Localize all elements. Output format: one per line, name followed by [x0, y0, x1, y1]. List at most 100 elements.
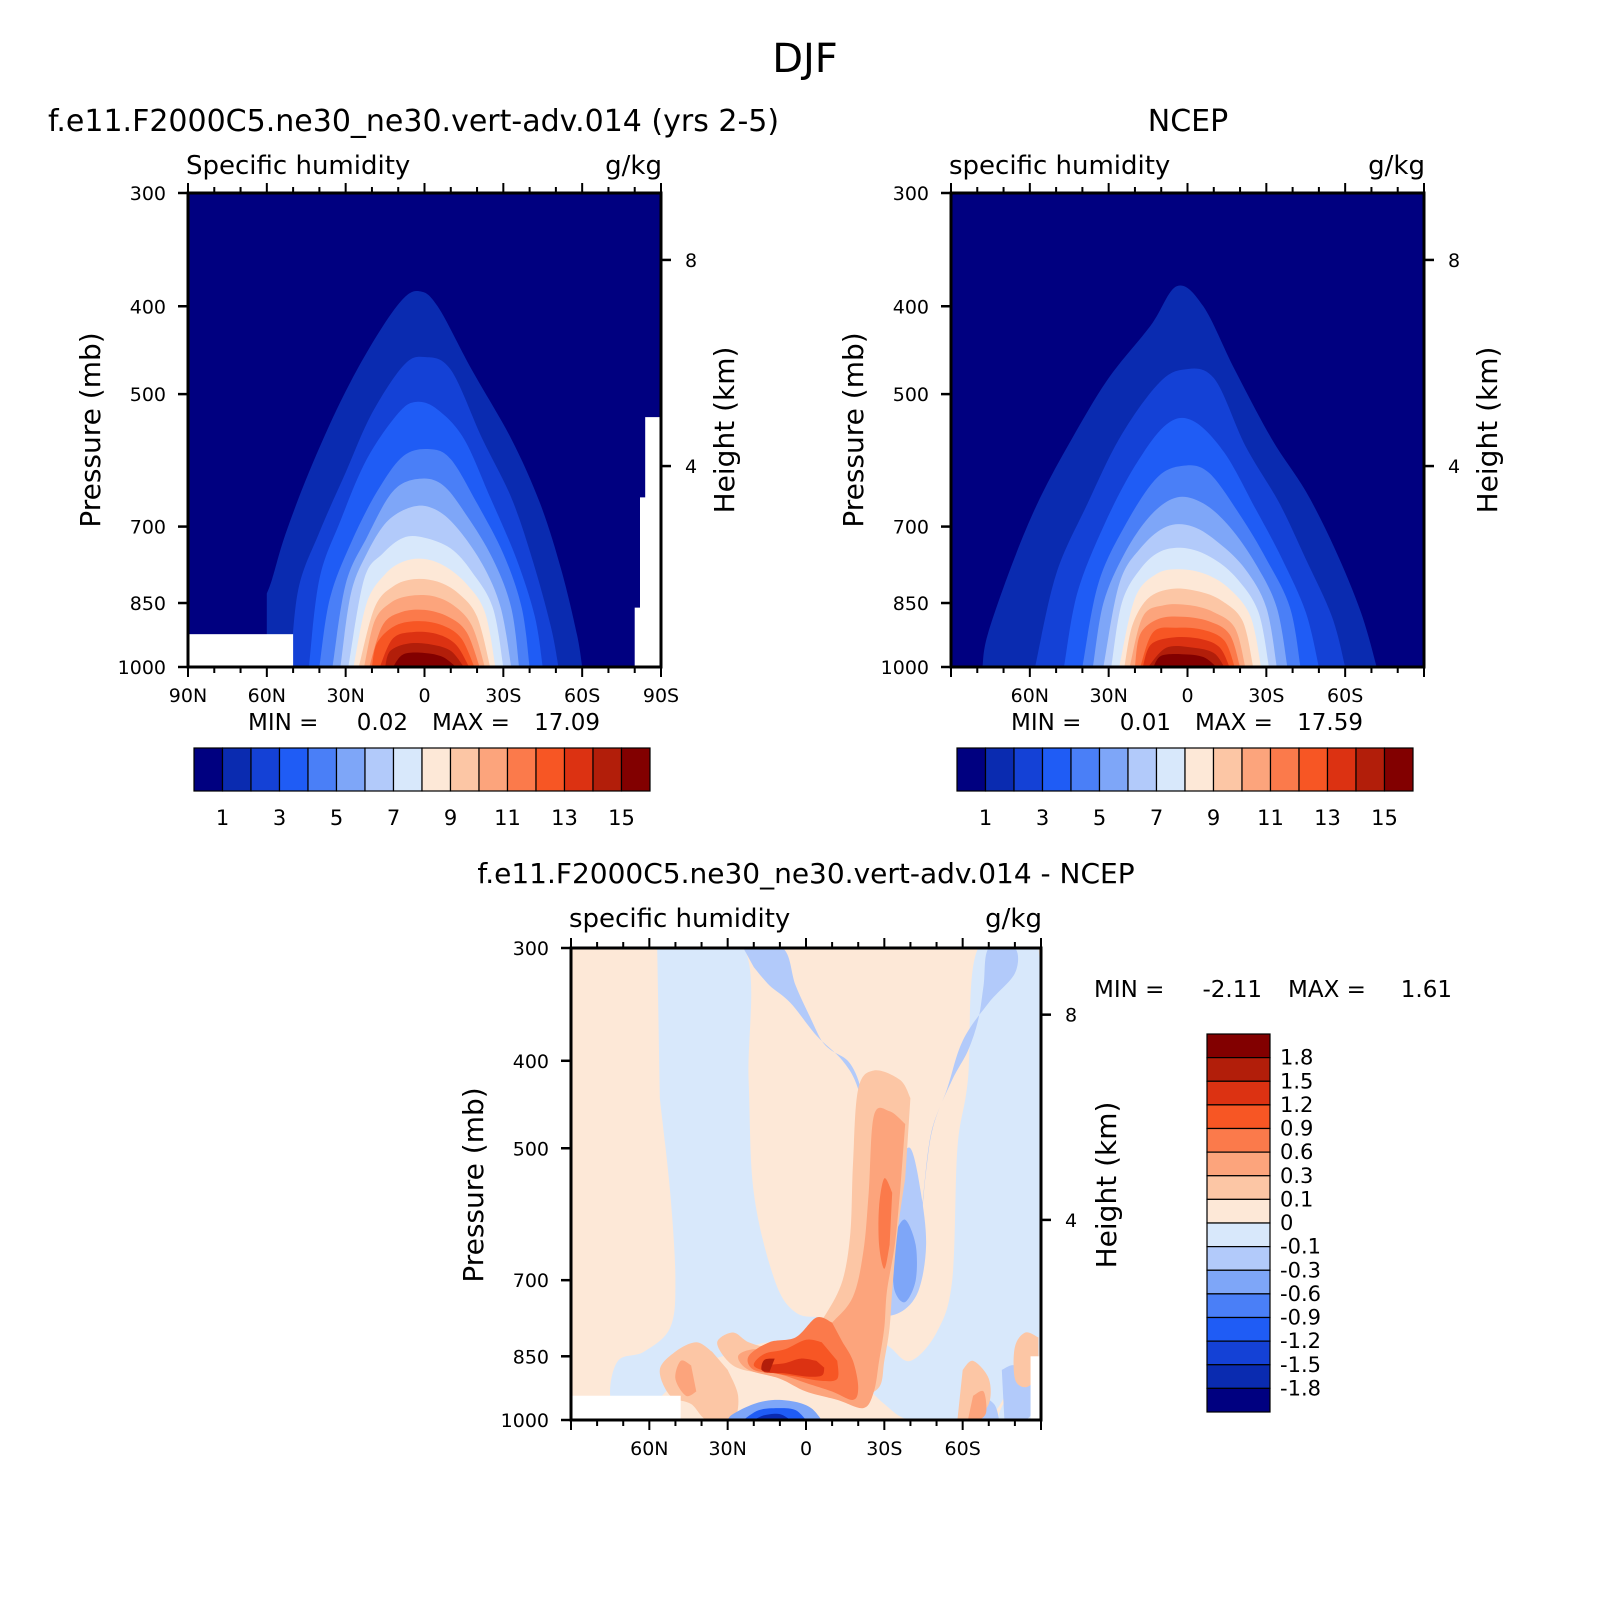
panel-obs-units-label: g/kg [1368, 151, 1425, 181]
obs-colorbar-box-10 [1241, 747, 1272, 792]
diff-ytick-label-850: 850 [513, 1346, 549, 1368]
diff-colorbar-label: -0.3 [1280, 1258, 1321, 1282]
diff-colorbar-box-2 [1206, 1080, 1271, 1106]
diff-missing-data-edge [1030, 1356, 1041, 1420]
panel-model-header: f.e11.F2000C5.ne30_ne30.vert-adv.014 (yr… [48, 104, 779, 139]
diff-colorbar-box-14 [1206, 1364, 1271, 1389]
panel-model-min-label: MIN = [248, 710, 318, 736]
diff-region-0 [610, 948, 1041, 1420]
model-colorbar-box-9 [449, 747, 480, 792]
diff-missing-data-region [571, 1395, 681, 1420]
model-colorbar-box-12 [535, 747, 566, 792]
diff-colorbar-box-3 [1206, 1104, 1271, 1130]
diff-colorbar-label: 1.8 [1280, 1046, 1313, 1070]
model-contour-level-15 [393, 652, 456, 667]
panel-diff-max-label: MAX = [1288, 977, 1366, 1003]
diff-colorbar-label: -1.8 [1280, 1376, 1321, 1400]
panel-obs-min-value: 0.01 [1120, 710, 1171, 736]
model-colorbar-box-15 [620, 747, 651, 792]
panel-diff-ylabel-right: Height (km) [1090, 1102, 1123, 1269]
diff-colorbar-box-5 [1206, 1151, 1271, 1177]
obs-colorbar-box-13 [1326, 747, 1357, 792]
model-colorbar-label-15: 15 [608, 806, 635, 830]
diff-ytick-label-500: 500 [513, 1138, 549, 1160]
panel-obs-colorbar: 1 3 5 7 9 11 13 15 [956, 747, 1414, 830]
obs-ytick-label-300: 300 [893, 183, 929, 205]
obs-colorbar-label-13: 13 [1314, 806, 1341, 830]
model-colorbar-box-2 [250, 747, 281, 792]
model-ytick-label-400: 400 [130, 296, 166, 318]
model-ytick-label-850: 850 [130, 593, 166, 615]
diff-region-11 [737, 1107, 906, 1409]
model-colorbar-box-6 [364, 747, 395, 792]
model-xtick-label-90N: 90N [169, 685, 207, 707]
panel-obs-max-value: 17.59 [1297, 710, 1363, 736]
model-colorbar-box-4 [307, 747, 338, 792]
model-xtick-label-0: 0 [418, 685, 430, 707]
model-height-tick-label-8: 8 [685, 250, 697, 272]
panel-model-units-label: g/kg [605, 151, 662, 181]
panel-diff-header: f.e11.F2000C5.ne30_ne30.vert-adv.014 - N… [477, 857, 1134, 890]
panel-diff-axes: 300 400 500 700 850 1000 4 8 60N 30N 0 30S 60S [501, 938, 1077, 1460]
diff-colorbar-box-4 [1206, 1127, 1271, 1153]
diff-colorbar-label: -0.1 [1280, 1235, 1321, 1259]
obs-colorbar-box-0 [956, 747, 987, 792]
panel-obs-max-label: MAX = [1195, 710, 1273, 736]
obs-colorbar-box-3 [1041, 747, 1072, 792]
diff-xtick-label-0: 0 [800, 1438, 812, 1460]
obs-height-tick-label-4: 4 [1448, 456, 1460, 478]
panel-obs: NCEP specific humidity g/kg 300400500700… [837, 104, 1504, 830]
obs-colorbar-label-7: 7 [1150, 806, 1163, 830]
model-colorbar-box-10 [478, 747, 509, 792]
panel-obs-ylabel-left: Pressure (mb) [837, 332, 870, 527]
model-xtick-label-90S: 90S [643, 685, 679, 707]
diff-xtick-label-60S: 60S [945, 1438, 981, 1460]
diff-xtick-label-30N: 30N [708, 1438, 746, 1460]
diff-colorbar-label: 0.6 [1280, 1140, 1313, 1164]
diff-region-17 [763, 1358, 825, 1377]
model-colorbar-box-3 [278, 747, 309, 792]
panel-model-axes: 300 400 500 700 850 1000 4 8 90N 60N 30N 0 30S 60S 90S [118, 183, 697, 707]
obs-colorbar-label-1: 1 [979, 806, 992, 830]
obs-colorbar-label-9: 9 [1207, 806, 1220, 830]
diff-colorbar-box-1 [1206, 1057, 1271, 1082]
obs-xtick-label-0: 0 [1181, 685, 1193, 707]
panel-obs-header: NCEP [1148, 104, 1228, 139]
diff-height-tick-label-8: 8 [1065, 1005, 1077, 1027]
diff-region-12 [675, 1360, 697, 1397]
model-colorbar-label-11: 11 [494, 806, 521, 830]
panel-model-max-label: MAX = [432, 710, 510, 736]
obs-colorbar-box-5 [1098, 747, 1129, 792]
model-colorbar-box-5 [335, 747, 366, 792]
panel-model-field-label: Specific humidity [186, 151, 410, 181]
obs-ytick-label-850: 850 [893, 593, 929, 615]
diff-colorbar-label: 0.9 [1280, 1117, 1313, 1141]
panel-obs-plot [951, 193, 1424, 667]
obs-ytick-label-1000: 1000 [881, 657, 929, 679]
obs-colorbar-box-8 [1184, 747, 1215, 792]
model-colorbar-label-3: 3 [273, 806, 286, 830]
diff-region-2 [743, 948, 1019, 1295]
diff-region-5 [892, 1219, 917, 1303]
diff-colorbar-label: 0.1 [1280, 1187, 1313, 1211]
model-colorbar-label-13: 13 [551, 806, 578, 830]
panel-model-ylabel-left: Pressure (mb) [74, 332, 107, 527]
panel-model-colorbar: 1 3 5 7 9 11 13 15 [193, 747, 651, 830]
panel-obs-ylabel-right: Height (km) [1471, 347, 1504, 514]
panel-obs-contours [982, 285, 1377, 667]
obs-height-tick-label-8: 8 [1448, 250, 1460, 272]
diff-colorbar-label: 0 [1280, 1211, 1293, 1235]
diff-region-8 [659, 1342, 739, 1420]
obs-colorbar-box-14 [1355, 747, 1386, 792]
obs-xtick-label-30S: 30S [1248, 685, 1284, 707]
model-colorbar-box-7 [392, 747, 423, 792]
obs-colorbar-box-1 [984, 747, 1015, 792]
obs-colorbar-box-11 [1269, 747, 1300, 792]
panel-model-ylabel-right: Height (km) [708, 347, 741, 514]
model-ytick-label-300: 300 [130, 183, 166, 205]
obs-ytick-label-400: 400 [893, 296, 929, 318]
diff-colorbar-label: -1.5 [1280, 1353, 1321, 1377]
diff-colorbar-label: -1.2 [1280, 1329, 1321, 1353]
panel-diff-field-label: specific humidity [569, 904, 790, 934]
